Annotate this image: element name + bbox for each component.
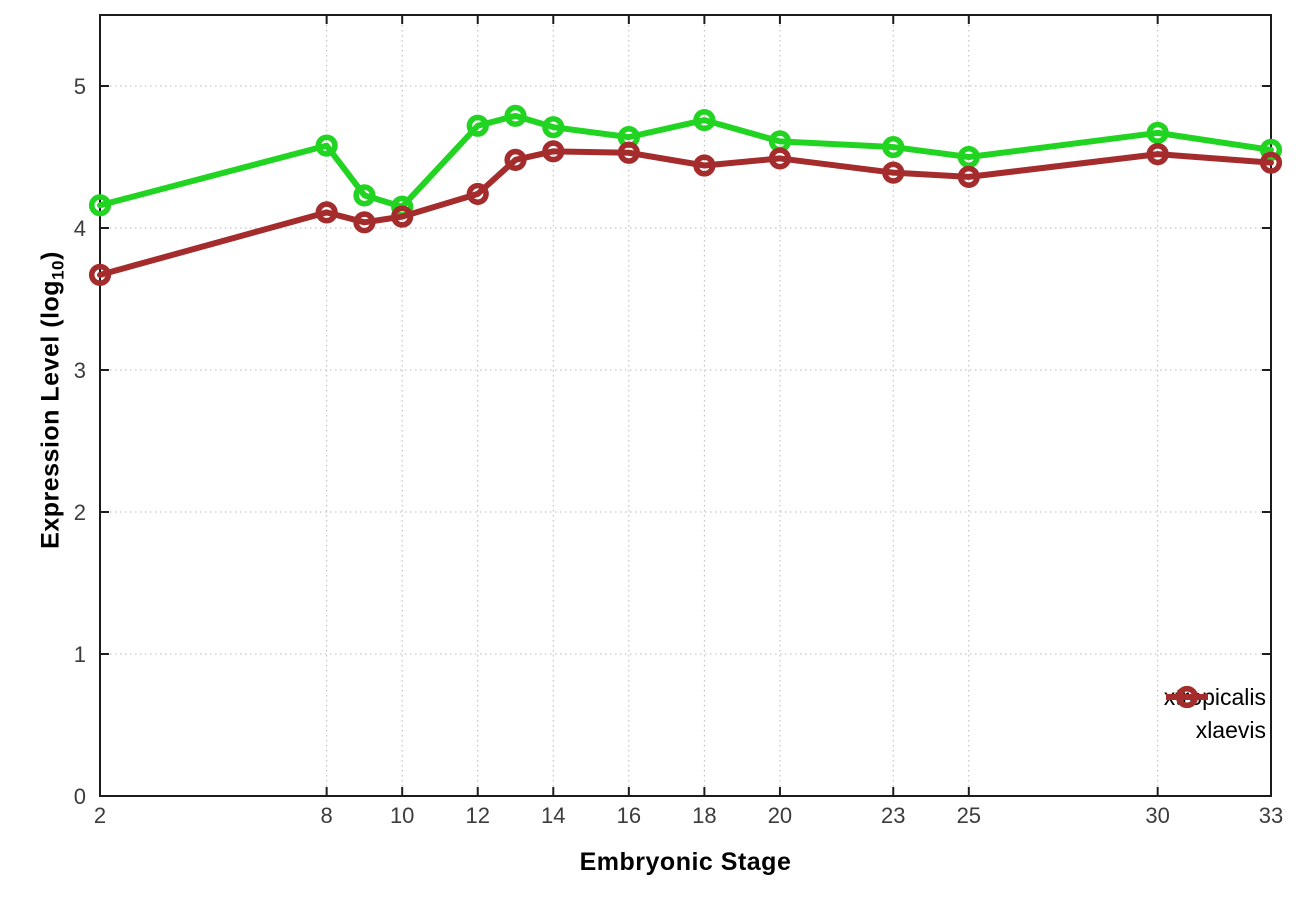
- series-line-xlaevis: [97, 148, 1274, 278]
- data-point-xtropicalis: [1146, 121, 1169, 144]
- x-tick-label: 8: [321, 803, 333, 828]
- data-point-xlaevis: [466, 182, 489, 206]
- data-point-xlaevis: [504, 148, 527, 171]
- y-tick-label: 2: [74, 500, 86, 525]
- data-point-xlaevis: [882, 161, 905, 184]
- data-point-xlaevis: [315, 201, 338, 224]
- plot-border: [99, 14, 1272, 797]
- data-point-xtropicalis: [882, 135, 905, 159]
- x-tick-label: 30: [1145, 803, 1169, 828]
- y-tick-label: 0: [74, 784, 86, 809]
- x-tick-label: 12: [465, 803, 489, 828]
- x-axis-title: Embryonic Stage: [579, 848, 792, 876]
- data-point-xtropicalis: [504, 104, 527, 127]
- x-tick-label: 14: [541, 803, 565, 828]
- x-tick-label: 25: [957, 803, 981, 828]
- y-tick-label: 1: [74, 642, 86, 667]
- data-point-xlaevis: [1146, 143, 1169, 166]
- x-tick-label: 2: [94, 803, 106, 828]
- x-tick-label: 18: [692, 803, 716, 828]
- data-point-xlaevis: [542, 140, 565, 163]
- y-tick-label: 3: [74, 358, 86, 383]
- y-axis-title-text: Expression Level (log: [36, 279, 65, 549]
- data-point-xtropicalis: [693, 108, 716, 132]
- legend: xtropicalis xlaevis: [1164, 684, 1266, 743]
- data-point-xlaevis: [88, 263, 112, 286]
- x-tick-label: 20: [768, 803, 792, 828]
- data-point-xlaevis: [693, 154, 716, 177]
- data-point-xlaevis: [957, 165, 980, 188]
- legend-label-xlaevis: xlaevis: [1195, 716, 1266, 743]
- data-point-xtropicalis: [353, 184, 376, 207]
- legend-marker-xlaevis-icon: [1165, 685, 1208, 709]
- y-tick-label: 4: [74, 216, 86, 241]
- data-point-xtropicalis: [542, 116, 565, 139]
- y-axis-title-subscript: 10: [48, 259, 68, 280]
- data-point-xtropicalis: [957, 145, 980, 169]
- data-point-xlaevis: [353, 211, 376, 234]
- x-tick-label: 33: [1259, 803, 1283, 828]
- x-tick-label: 23: [881, 803, 905, 828]
- data-point-xtropicalis: [1259, 138, 1283, 161]
- data-point-xtropicalis: [88, 194, 112, 217]
- data-point-xlaevis: [768, 147, 792, 170]
- y-tick-label: 5: [74, 74, 86, 99]
- y-axis-title-close: ): [36, 251, 65, 260]
- data-point-xlaevis: [1259, 151, 1283, 174]
- x-tick-label: 10: [390, 803, 414, 828]
- data-point-xtropicalis: [315, 134, 338, 157]
- legend-row-xlaevis: xlaevis: [1165, 685, 1266, 743]
- data-point-xlaevis: [617, 141, 640, 164]
- data-point-xlaevis: [391, 205, 414, 228]
- x-tick-label: 16: [617, 803, 641, 828]
- data-point-xtropicalis: [466, 114, 489, 137]
